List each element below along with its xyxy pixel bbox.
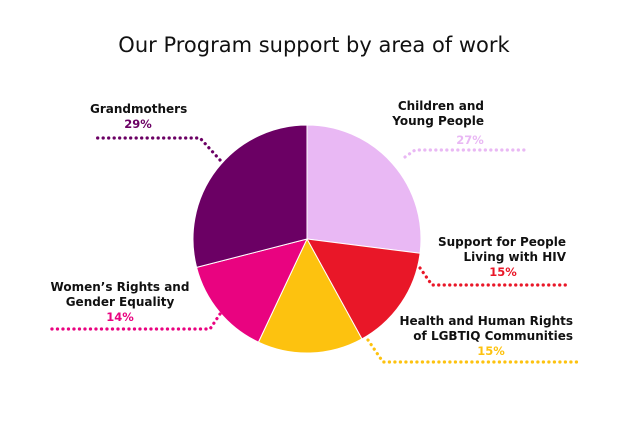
slice-label: Living with HIV bbox=[464, 250, 567, 264]
slice-value-label: 14% bbox=[106, 310, 134, 324]
slice-label: Support for People bbox=[438, 235, 566, 249]
slice-value-label: 15% bbox=[489, 265, 517, 279]
leader-line bbox=[366, 338, 582, 364]
slice-label: Children and bbox=[398, 99, 484, 113]
pie-slice bbox=[306, 238, 421, 340]
slice-label: Grandmothers bbox=[90, 102, 187, 116]
leader-line bbox=[46, 312, 222, 331]
slice-label: Young People bbox=[391, 114, 484, 128]
slice-value-label: 29% bbox=[124, 117, 152, 131]
leader-lines bbox=[46, 136, 582, 364]
slice-value-label: 15% bbox=[477, 344, 505, 358]
slice-label: Gender Equality bbox=[66, 295, 175, 309]
slice-label: of LGBTIQ Communities bbox=[413, 329, 573, 343]
pie-slices bbox=[192, 124, 422, 354]
slice-label: Women’s Rights and bbox=[51, 280, 190, 294]
pie-slice bbox=[257, 237, 363, 354]
slice-value-label: 27% bbox=[456, 133, 484, 147]
chart-title: Our Program support by area of work bbox=[118, 33, 510, 57]
pie-slice bbox=[306, 124, 422, 254]
leader-line bbox=[418, 266, 568, 287]
leader-line bbox=[91, 136, 222, 162]
pie-slice bbox=[195, 238, 308, 343]
slice-label: Health and Human Rights bbox=[399, 314, 573, 328]
leader-line bbox=[403, 148, 530, 159]
pie-slice bbox=[192, 124, 308, 268]
